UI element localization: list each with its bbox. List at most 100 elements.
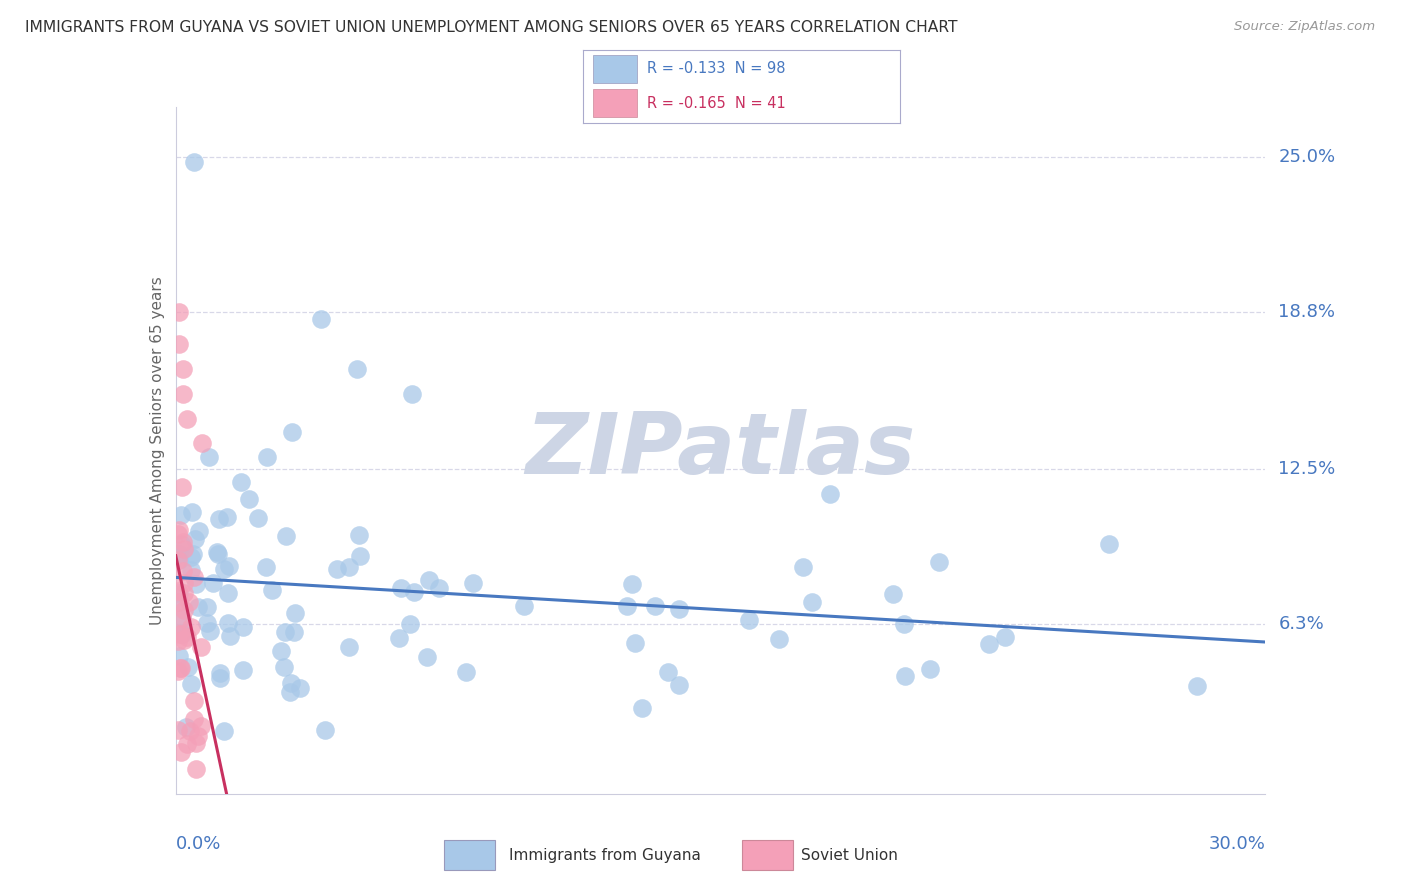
Point [169,553,191,567]
Point [183,694,205,708]
Point [174,720,197,734]
Point [195,599,218,614]
Point [172,362,194,376]
Point [208,666,231,681]
Point [309,312,332,326]
Point [177,660,200,674]
Point [209,671,232,685]
Point [280,675,302,690]
Point [197,450,219,464]
Text: 0.0%: 0.0% [176,835,221,853]
Point [170,745,193,759]
Text: 18.8%: 18.8% [1278,303,1336,321]
Point [232,664,254,678]
Text: 6.3%: 6.3% [1278,615,1324,633]
Point [217,616,239,631]
Point [166,723,188,738]
Point [176,630,198,644]
Point [173,602,195,616]
Point [169,648,191,663]
Point [167,526,190,541]
Point [278,685,301,699]
Point [183,570,205,584]
Point [668,601,690,615]
Point [170,537,193,551]
Point [190,719,212,733]
Point [274,625,297,640]
Text: Source: ZipAtlas.com: Source: ZipAtlas.com [1234,20,1375,33]
Point [668,678,690,692]
Point [214,562,236,576]
Point [232,620,254,634]
Point [172,611,194,625]
Point [218,559,240,574]
Point [180,563,202,577]
Point [283,606,305,620]
Point [181,505,204,519]
Bar [593,55,637,83]
Bar [742,840,793,871]
Point [418,573,440,587]
Point [170,508,193,523]
Text: 30.0%: 30.0% [1209,835,1265,853]
Point [283,625,305,640]
Point [616,599,638,614]
Point [183,155,205,169]
Point [208,512,231,526]
Point [173,585,195,599]
Y-axis label: Unemployment Among Seniors over 65 years: Unemployment Among Seniors over 65 years [149,277,165,624]
Point [247,511,270,525]
Point [169,305,191,319]
Point [169,661,191,675]
Point [169,595,191,609]
Point [184,576,207,591]
Point [169,586,191,600]
Point [801,595,824,609]
Point [166,584,188,599]
Point [179,724,201,739]
Point [172,480,194,494]
Point [349,549,371,563]
Point [768,632,790,646]
Point [624,636,647,650]
Point [644,599,666,613]
Point [181,547,204,561]
Point [254,560,277,574]
Point [620,577,643,591]
Point [792,560,814,574]
Point [167,665,190,679]
Point [184,736,207,750]
Point [172,387,194,401]
Point [389,582,412,596]
Text: 25.0%: 25.0% [1278,148,1336,166]
Point [200,624,222,639]
Point [172,564,194,578]
Point [1098,537,1121,551]
Point [1185,680,1208,694]
Text: IMMIGRANTS FROM GUYANA VS SOVIET UNION UNEMPLOYMENT AMONG SENIORS OVER 65 YEARS : IMMIGRANTS FROM GUYANA VS SOVIET UNION U… [25,20,957,35]
Point [190,640,212,654]
Point [205,545,228,559]
Point [893,617,915,632]
Point [172,612,194,626]
Point [918,662,941,676]
Point [207,548,229,562]
Point [186,730,209,744]
Point [166,627,188,641]
Point [427,581,450,595]
Text: 12.5%: 12.5% [1278,460,1336,478]
Point [180,620,202,634]
Point [231,475,253,489]
Point [172,626,194,640]
Point [979,637,1001,651]
Text: R = -0.133  N = 98: R = -0.133 N = 98 [647,62,786,77]
Point [183,712,205,726]
Bar [593,89,637,117]
Point [630,701,652,715]
Point [928,555,950,569]
Point [416,649,439,664]
Point [176,412,198,426]
Point [184,762,207,776]
Point [290,681,312,695]
Point [326,562,349,576]
